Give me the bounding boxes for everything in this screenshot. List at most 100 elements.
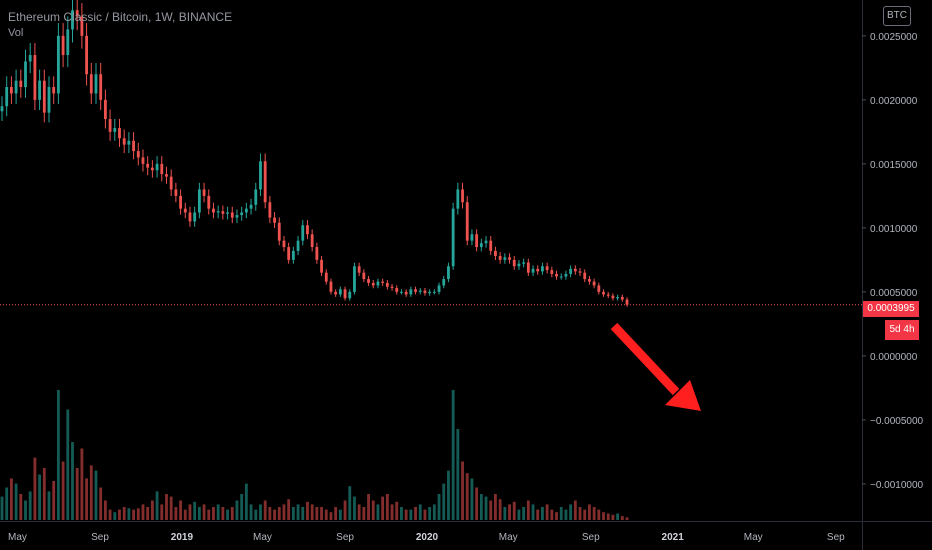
volume-bar bbox=[127, 508, 131, 520]
volume-bar bbox=[573, 500, 577, 520]
candle-body bbox=[301, 225, 305, 241]
candle-body bbox=[541, 266, 544, 272]
volume-bar bbox=[221, 507, 225, 520]
candle-body bbox=[254, 189, 258, 205]
candle-body bbox=[348, 291, 352, 299]
x-tick-label: Sep bbox=[827, 532, 845, 543]
candle-body bbox=[517, 263, 521, 267]
candle-body bbox=[503, 257, 507, 260]
candle-body bbox=[277, 222, 281, 241]
volume-bar bbox=[108, 509, 112, 520]
volume-bar bbox=[277, 507, 281, 520]
candle-body bbox=[136, 151, 140, 158]
volume-bar bbox=[456, 429, 460, 520]
volume-bar bbox=[99, 487, 103, 520]
volume-bar bbox=[9, 478, 13, 520]
y-tick-label: 0.0015000 bbox=[870, 160, 918, 171]
volume-bar bbox=[611, 514, 615, 520]
volume-bar bbox=[315, 507, 319, 520]
volume-bar bbox=[273, 509, 276, 520]
volume-bar bbox=[150, 500, 154, 520]
volume-bar bbox=[400, 507, 403, 520]
volume-bar bbox=[310, 504, 314, 520]
y-tick-label: 0.0005000 bbox=[870, 288, 918, 299]
currency-badge[interactable]: BTC bbox=[883, 6, 911, 26]
x-tick-label: Sep bbox=[91, 532, 109, 543]
candle-body bbox=[371, 282, 375, 286]
candle-body bbox=[47, 87, 51, 113]
candle-body bbox=[99, 74, 103, 100]
volume-bar bbox=[409, 509, 413, 520]
volume-bar bbox=[414, 507, 417, 520]
candle-body bbox=[437, 285, 441, 292]
candle-body bbox=[395, 288, 399, 292]
volume-bar bbox=[80, 448, 84, 520]
volume-bar bbox=[113, 512, 117, 520]
candle-body bbox=[212, 208, 215, 213]
volume-bar bbox=[188, 504, 192, 520]
bar-countdown-label: 5d 4h bbox=[885, 320, 919, 340]
volume-bar bbox=[33, 457, 37, 520]
candle-body bbox=[259, 161, 262, 190]
volume-bar bbox=[569, 504, 573, 520]
candle-body bbox=[75, 10, 79, 17]
volume-bar bbox=[296, 504, 300, 520]
x-tick-label: May bbox=[744, 532, 763, 543]
candle-body bbox=[559, 276, 563, 278]
volume-bar bbox=[230, 507, 234, 520]
volume-bar bbox=[489, 500, 493, 520]
candle-body bbox=[418, 290, 422, 292]
y-tick-label: −0.0005000 bbox=[870, 416, 924, 427]
candle-body bbox=[338, 289, 342, 295]
candle-body bbox=[188, 212, 192, 222]
volume-bar bbox=[132, 509, 135, 520]
volume-bar bbox=[362, 507, 366, 520]
y-tick-label: 0.0025000 bbox=[870, 32, 918, 43]
candle-body bbox=[165, 174, 168, 177]
volume-bar bbox=[390, 504, 394, 520]
candle-body bbox=[555, 273, 558, 277]
volume-bar bbox=[479, 494, 483, 520]
volume-bar bbox=[461, 461, 464, 520]
volume-bar bbox=[465, 473, 469, 520]
volume-bar bbox=[254, 509, 258, 520]
candle-body bbox=[221, 211, 225, 214]
volume-bar bbox=[47, 491, 51, 520]
candle-body bbox=[240, 212, 244, 216]
volume-bar bbox=[28, 491, 32, 520]
candle-body bbox=[602, 291, 605, 295]
candle-body bbox=[564, 273, 568, 277]
volume-bar bbox=[517, 509, 521, 520]
volume-bar bbox=[306, 501, 309, 520]
x-tick-label: May bbox=[8, 532, 27, 543]
candle-body bbox=[230, 212, 234, 218]
candle-body bbox=[108, 119, 112, 132]
volume-bar bbox=[353, 496, 356, 520]
volume-bar bbox=[38, 474, 42, 520]
candle-body bbox=[193, 212, 197, 222]
candle-body bbox=[536, 268, 540, 272]
candle-body bbox=[24, 61, 27, 88]
candle-body bbox=[385, 282, 389, 287]
candle-body bbox=[315, 247, 319, 260]
candle-body bbox=[611, 295, 615, 299]
volume-bar bbox=[522, 507, 526, 520]
candle-body bbox=[423, 290, 427, 294]
volume-bar bbox=[620, 516, 624, 520]
candle-body bbox=[160, 163, 164, 175]
volume-bar bbox=[75, 468, 79, 520]
volume-bar bbox=[381, 496, 385, 520]
volume-bar bbox=[61, 461, 65, 520]
y-tick-label: 0.0020000 bbox=[870, 96, 918, 107]
x-tick-label: May bbox=[499, 532, 518, 543]
candle-body bbox=[179, 195, 182, 209]
candle-body bbox=[33, 55, 37, 100]
candle-body bbox=[235, 215, 239, 218]
volume-bar bbox=[14, 483, 18, 520]
candle-body bbox=[512, 259, 516, 267]
volume-bar bbox=[616, 513, 620, 520]
volume-bar bbox=[475, 487, 479, 520]
candle-body bbox=[376, 281, 380, 286]
volume-bar bbox=[550, 509, 554, 520]
